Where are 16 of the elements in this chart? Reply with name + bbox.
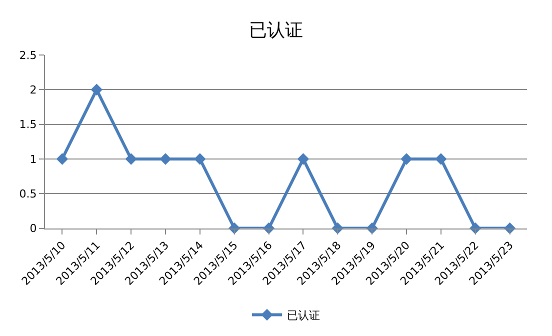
y-tick-label: 0.5 <box>19 187 37 200</box>
point <box>56 153 68 165</box>
point <box>400 153 412 165</box>
y-tick-label: 0 <box>30 222 37 236</box>
point <box>160 153 172 165</box>
legend-label: 已认证 <box>287 309 320 322</box>
y-tick-label: 2.5 <box>19 48 37 62</box>
point <box>125 153 137 165</box>
y-tick-label: 1 <box>30 152 37 166</box>
point <box>194 153 206 165</box>
point <box>90 84 102 96</box>
point <box>435 153 447 165</box>
y-tick-label: 1.5 <box>19 118 37 132</box>
point <box>297 153 310 165</box>
y-tick-label: 2 <box>30 84 37 97</box>
chart-title: 已认证 <box>249 20 303 42</box>
